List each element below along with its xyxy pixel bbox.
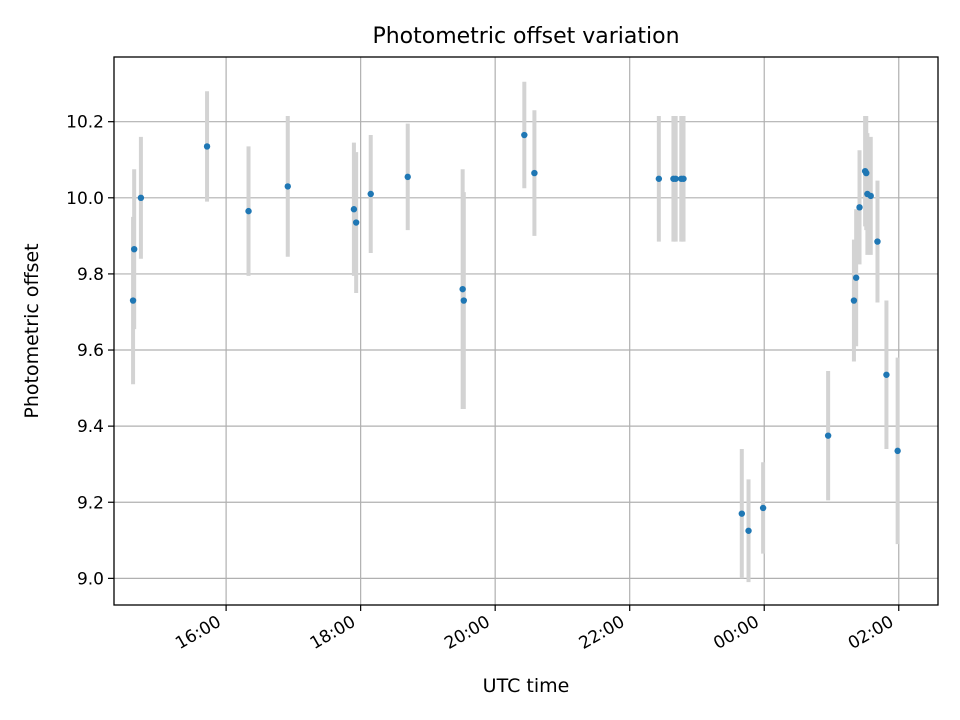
data-point (824, 432, 832, 439)
data-point (874, 238, 881, 245)
data-point (521, 131, 528, 139)
y-tick-label: 9.4 (77, 417, 104, 437)
x-axis-label: UTC time (483, 675, 570, 697)
data-point (130, 245, 138, 253)
data-point (759, 504, 767, 512)
data-point (672, 175, 679, 182)
data-point (745, 527, 752, 534)
data-point (863, 169, 870, 177)
data-point (867, 192, 874, 200)
data-point (284, 183, 291, 190)
data-point (460, 297, 467, 304)
data-point (352, 219, 360, 226)
data-point (459, 285, 466, 293)
data-point (129, 297, 137, 304)
data-point (203, 143, 211, 150)
data-point (850, 297, 858, 304)
y-tick-label: 9.2 (77, 493, 104, 513)
data-point (367, 190, 374, 198)
data-point (245, 207, 252, 215)
point-layer (129, 131, 901, 534)
y-axis-label: Photometric offset (21, 243, 43, 418)
data-point (350, 206, 358, 213)
data-point (894, 447, 901, 455)
y-tick-label: 9.8 (77, 265, 104, 285)
data-point (852, 274, 860, 281)
y-tick-label: 9.6 (77, 341, 104, 361)
chart-title: Photometric offset variation (372, 24, 679, 49)
data-point (856, 204, 863, 211)
data-point (655, 175, 663, 182)
y-tick-label: 9.0 (77, 569, 104, 589)
plot-frame (113, 56, 939, 606)
data-point (680, 175, 687, 182)
data-point (883, 371, 890, 378)
data-point (531, 169, 538, 177)
data-point (404, 173, 411, 181)
data-point (738, 510, 746, 517)
y-tick-label: 10.2 (66, 113, 104, 133)
y-tick-label: 10.0 (66, 189, 104, 209)
data-point (137, 194, 145, 202)
